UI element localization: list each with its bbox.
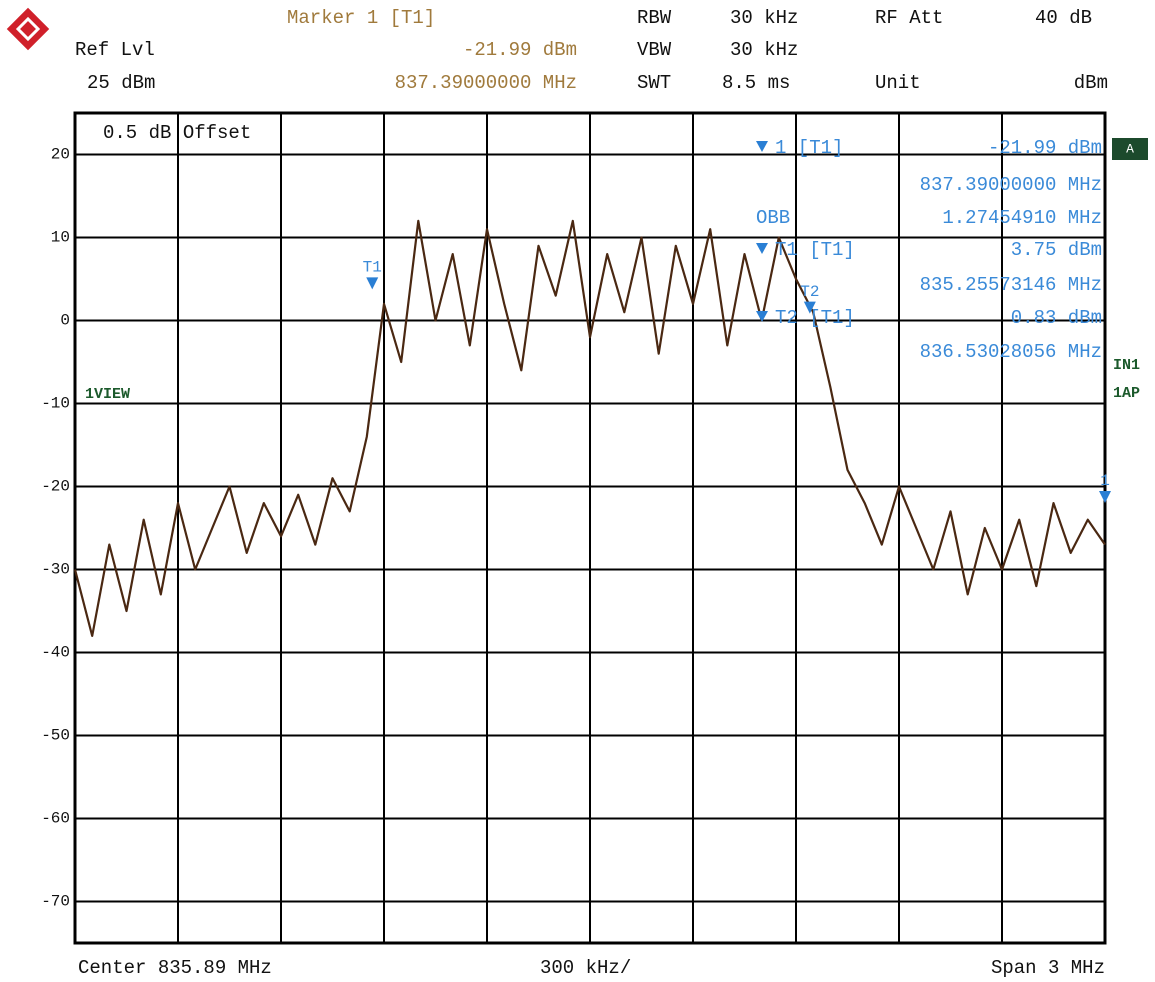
y-tick-label: -30	[41, 561, 70, 579]
y-tick-label: 10	[51, 229, 70, 247]
marker-info-value: 835.25573146 MHz	[920, 274, 1102, 296]
y-tick-label: -10	[41, 395, 70, 413]
rbw-value: 30 kHz	[730, 7, 798, 29]
y-tick-label: -50	[41, 727, 70, 745]
marker-info-label: T2 [T1]	[775, 307, 855, 329]
trace	[73, 219, 1106, 637]
trace-badge: A	[1126, 141, 1134, 156]
ref-value: 25 dBm	[87, 72, 155, 94]
marker-info-value: -21.99 dBm	[988, 137, 1102, 159]
marker-freq: 837.39000000 MHz	[395, 72, 577, 94]
grid	[75, 113, 1105, 943]
marker-label: T2	[800, 283, 819, 301]
marker-title: Marker 1 [T1]	[287, 7, 435, 29]
rbw-label: RBW	[637, 7, 672, 29]
footer-division: 300 kHz/	[540, 957, 631, 979]
marker-info-label: 1 [T1]	[775, 137, 843, 159]
info-triangle	[756, 243, 768, 254]
swt-value: 8.5 ms	[722, 72, 790, 94]
marker-info-value: 3.75 dBm	[1011, 239, 1102, 261]
footer-center: Center 835.89 MHz	[78, 957, 272, 979]
info-triangle	[756, 311, 768, 322]
offset-note: 0.5 dB Offset	[103, 122, 251, 144]
side-label: IN1	[1113, 357, 1140, 374]
y-tick-label: -60	[41, 810, 70, 828]
y-tick-label: 20	[51, 146, 70, 164]
plot: 1 T1 T2	[73, 219, 1111, 637]
marker-info-label: T1 [T1]	[775, 239, 855, 261]
marker-info-value: 0.83 dBm	[1011, 307, 1102, 329]
view-label: 1VIEW	[85, 386, 130, 403]
marker-level: -21.99 dBm	[463, 39, 577, 61]
info-triangle	[756, 141, 768, 152]
marker-label: T1	[363, 259, 382, 277]
vbw-label: VBW	[637, 39, 672, 61]
marker-info-value: 1.27454910 MHz	[942, 207, 1102, 229]
y-tick-label: -70	[41, 893, 70, 911]
marker-label: 1	[1100, 472, 1110, 490]
logo	[6, 7, 50, 51]
y-tick-label: -20	[41, 478, 70, 496]
logo-mark	[15, 16, 41, 42]
marker	[1099, 491, 1111, 504]
unit-label: Unit	[875, 72, 921, 94]
marker-info-value: 836.53028056 MHz	[920, 341, 1102, 363]
marker	[803, 301, 816, 314]
unit-value: dBm	[1074, 72, 1108, 94]
ref-label: Ref Lvl	[75, 39, 155, 61]
marker	[366, 277, 379, 290]
swt-label: SWT	[637, 72, 671, 94]
att-label: RF Att	[875, 7, 943, 29]
trace-badge-box	[1112, 138, 1148, 160]
y-tick-label: -40	[41, 644, 70, 662]
marker-info-label: OBB	[756, 207, 790, 229]
marker-info-value: 837.39000000 MHz	[920, 174, 1102, 196]
vbw-value: 30 kHz	[730, 39, 798, 61]
logo-diamond	[6, 7, 50, 51]
footer-span: Span 3 MHz	[991, 957, 1105, 979]
att-value: 40 dB	[1035, 7, 1092, 29]
side-label: 1AP	[1113, 385, 1140, 402]
y-tick-label: 0	[60, 312, 70, 330]
